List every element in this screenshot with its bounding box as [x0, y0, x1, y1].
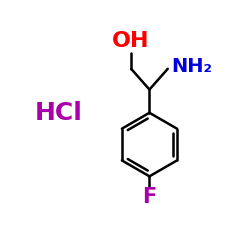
Text: NH₂: NH₂	[172, 57, 212, 76]
Text: OH: OH	[112, 31, 150, 51]
Text: HCl: HCl	[35, 101, 83, 125]
Text: F: F	[142, 187, 156, 207]
